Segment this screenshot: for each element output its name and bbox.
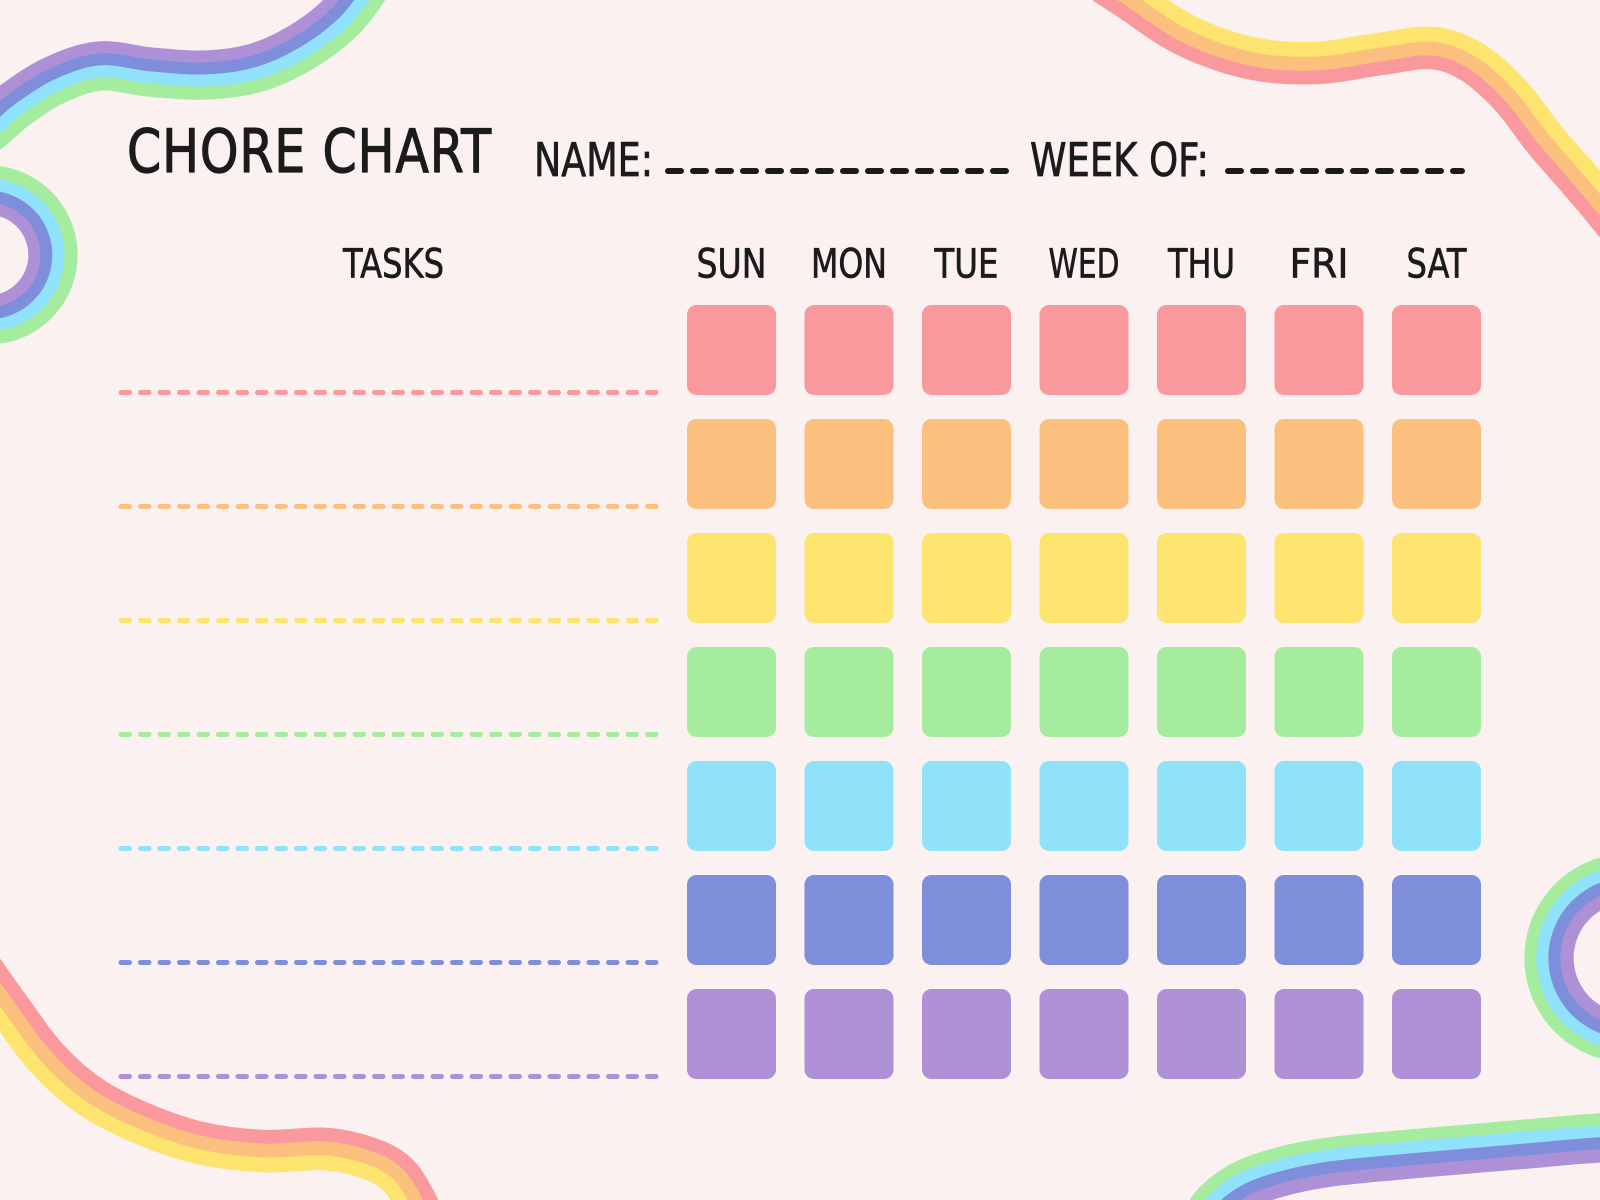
day-cell[interactable]	[1157, 875, 1246, 965]
day-cell[interactable]	[804, 761, 894, 851]
day-cell[interactable]	[1157, 305, 1246, 395]
day-cell[interactable]	[804, 647, 894, 737]
ribbon-bottom-left	[0, 958, 439, 1200]
day-cell[interactable]	[804, 989, 894, 1079]
day-cell[interactable]	[1157, 533, 1246, 623]
day-header-2: TUE	[934, 242, 999, 288]
day-cell[interactable]	[1274, 875, 1364, 965]
day-cell[interactable]	[687, 761, 776, 851]
ribbon-top-right	[1091, 0, 1600, 238]
day-cell[interactable]	[687, 647, 776, 737]
day-cell[interactable]	[1039, 647, 1129, 737]
day-cell[interactable]	[922, 875, 1011, 965]
ribbon-band	[0, 0, 356, 320]
ribbon-band	[1117, 0, 1600, 216]
day-cell[interactable]	[1392, 989, 1481, 1079]
day-cell[interactable]	[1392, 647, 1481, 737]
page-title: CHORE CHART	[127, 117, 492, 187]
name-label: NAME:	[534, 133, 653, 187]
day-cell[interactable]	[1039, 419, 1129, 509]
ribbon-band	[0, 0, 386, 344]
day-cell[interactable]	[922, 419, 1011, 509]
day-cell[interactable]	[922, 989, 1011, 1079]
ribbon-band	[0, 982, 423, 1200]
ribbon-top-left	[0, 0, 386, 344]
day-cell[interactable]	[1039, 989, 1129, 1079]
day-cell[interactable]	[1274, 533, 1364, 623]
ribbon-bottom-right	[1189, 857, 1600, 1200]
day-cell[interactable]	[922, 305, 1011, 395]
day-cell[interactable]	[1392, 761, 1481, 851]
day-cell[interactable]	[1157, 419, 1246, 509]
day-cell[interactable]	[922, 761, 1011, 851]
day-header-0: SUN	[697, 242, 767, 288]
day-cell[interactable]	[922, 533, 1011, 623]
day-cell[interactable]	[1274, 761, 1364, 851]
day-cell[interactable]	[804, 533, 894, 623]
ribbon-band	[1240, 895, 1600, 1200]
day-cell[interactable]	[1392, 875, 1481, 965]
page-header: CHORE CHART NAME: WEEK OF:	[126, 116, 1465, 188]
day-cell[interactable]	[1157, 989, 1246, 1079]
ribbon-band	[1221, 882, 1600, 1200]
ribbon-band	[1142, 0, 1600, 195]
day-cell[interactable]	[687, 989, 776, 1079]
tasks-header: TASKS	[342, 242, 444, 288]
day-grid	[687, 305, 1481, 1079]
day-cell[interactable]	[1274, 647, 1364, 737]
day-header-4: THU	[1167, 242, 1235, 288]
day-cell[interactable]	[1157, 647, 1246, 737]
week-of-label: WEEK OF:	[1030, 133, 1209, 187]
chart-table: TASKS SUN MON TUE WED THU FRI SAT	[118, 241, 1481, 1079]
day-cell[interactable]	[1274, 989, 1364, 1079]
day-cell[interactable]	[1039, 761, 1129, 851]
ribbon-band	[0, 958, 439, 1200]
day-cell[interactable]	[804, 305, 894, 395]
day-cell[interactable]	[1392, 305, 1481, 395]
day-cell[interactable]	[1039, 305, 1129, 395]
ribbon-band	[0, 0, 341, 308]
day-header-5: FRI	[1290, 242, 1349, 288]
day-header-3: WED	[1049, 242, 1120, 288]
day-cell[interactable]	[1392, 419, 1481, 509]
day-cell[interactable]	[687, 305, 776, 395]
day-header-1: MON	[811, 242, 887, 288]
ribbon-band	[1189, 857, 1600, 1200]
day-cell[interactable]	[1039, 875, 1129, 965]
day-cell[interactable]	[687, 533, 776, 623]
ribbon-band	[1204, 870, 1600, 1200]
day-cell[interactable]	[804, 875, 894, 965]
day-cell[interactable]	[687, 419, 776, 509]
ribbon-band	[0, 0, 371, 332]
day-cell[interactable]	[1157, 761, 1246, 851]
day-cell[interactable]	[922, 647, 1011, 737]
day-headers: SUN MON TUE WED THU FRI SAT	[696, 241, 1467, 288]
day-cell[interactable]	[804, 419, 894, 509]
day-header-6: SAT	[1407, 242, 1467, 288]
day-cell[interactable]	[1274, 419, 1364, 509]
task-lines	[118, 390, 664, 1079]
day-cell[interactable]	[1039, 533, 1129, 623]
day-cell[interactable]	[687, 875, 776, 965]
ribbon-band	[1091, 0, 1600, 238]
day-cell[interactable]	[1392, 533, 1481, 623]
ribbon-band	[0, 1006, 408, 1200]
day-cell[interactable]	[1274, 305, 1364, 395]
